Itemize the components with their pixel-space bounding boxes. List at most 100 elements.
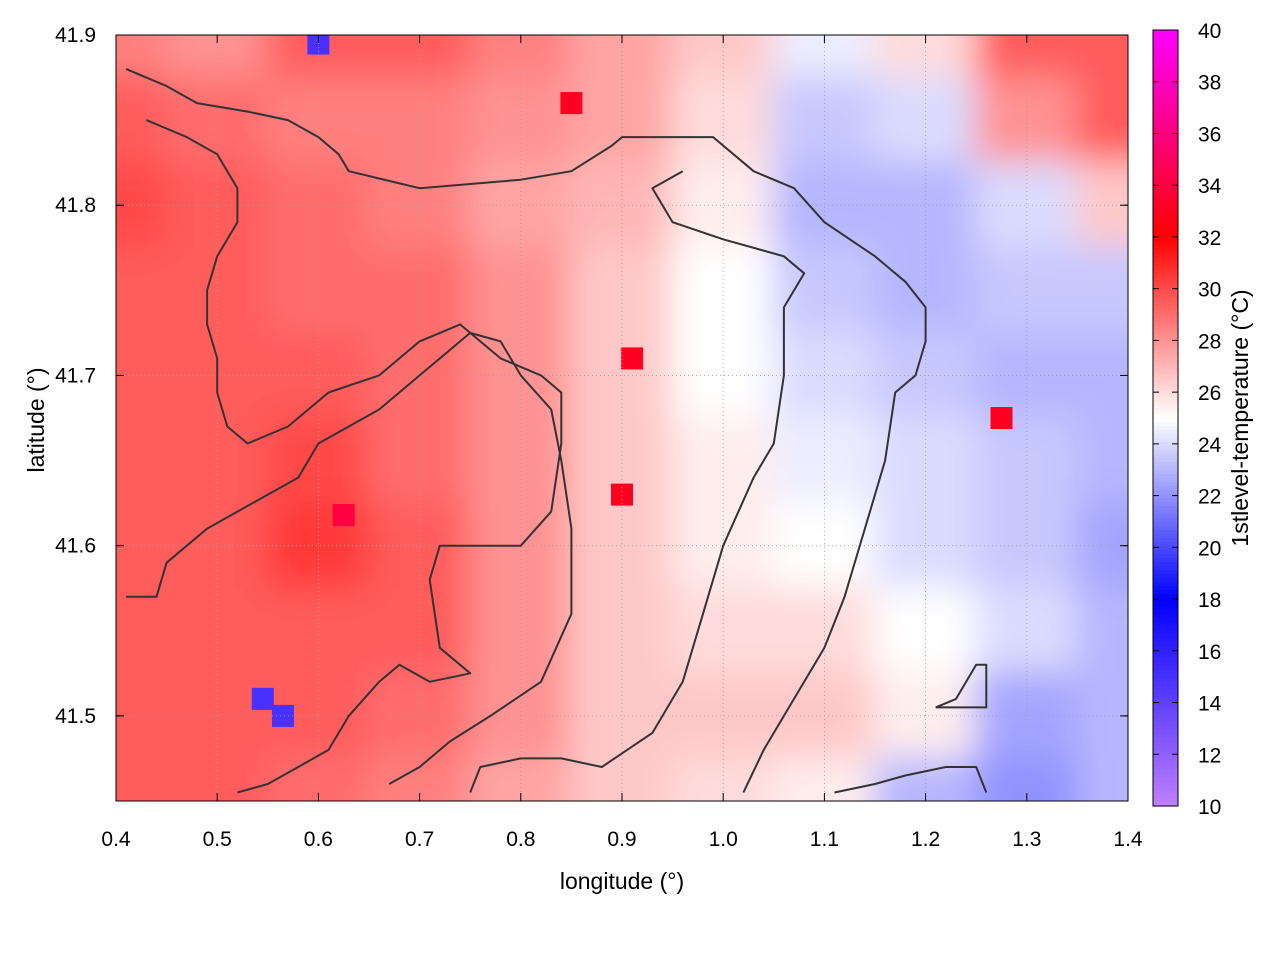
colorbar-segment [1153, 78, 1178, 83]
colorbar-segment [1153, 690, 1178, 695]
colorbar-segment [1153, 582, 1178, 587]
heatmap-cell [1076, 417, 1128, 505]
colorbar-segment [1153, 694, 1178, 699]
colorbar-segment [1153, 202, 1178, 207]
colorbar-label: 1stlevel-temperature (°C) [1227, 289, 1253, 546]
colorbar-segment [1153, 470, 1178, 475]
y-tick-label: 41.6 [55, 535, 96, 558]
heatmap-cell [671, 587, 775, 675]
colorbar-segment [1153, 478, 1178, 483]
heatmap-hotspot [990, 407, 1013, 429]
colorbar-segment [1153, 622, 1178, 627]
colorbar-tick-label: 34 [1198, 175, 1222, 198]
colorbar-segment [1153, 530, 1178, 535]
colorbar-segment [1153, 534, 1178, 539]
heatmap-cell [266, 587, 370, 675]
colorbar-segment [1153, 314, 1178, 319]
contour-line [126, 331, 573, 785]
colorbar-segment [1153, 194, 1178, 199]
colorbar-segment [1153, 118, 1178, 123]
colorbar-segment [1153, 270, 1178, 275]
heatmap-cell [1076, 35, 1128, 79]
colorbar-segment [1153, 298, 1178, 303]
colorbar-segment [1153, 514, 1178, 519]
heatmap-cell [165, 161, 269, 249]
colorbar-segment [1153, 126, 1178, 131]
colorbar-segment [1153, 402, 1178, 407]
colorbar-segment [1153, 634, 1178, 639]
colorbar-segment [1153, 706, 1178, 711]
colorbar-segment [1153, 762, 1178, 767]
colorbar-segment [1153, 254, 1178, 259]
colorbar-segment [1153, 34, 1178, 39]
heatmap-cell [165, 502, 269, 590]
colorbar-tick-label: 16 [1198, 641, 1221, 664]
y-axis-label: latitude (°) [23, 367, 49, 472]
colorbar-segment [1153, 782, 1178, 787]
colorbar-segment [1153, 506, 1178, 511]
heatmap-cell [116, 587, 168, 675]
colorbar-segment [1153, 218, 1178, 223]
colorbar-tick-label: 38 [1198, 72, 1221, 95]
colorbar-segment [1153, 338, 1178, 343]
colorbar-segment [1153, 290, 1178, 295]
colorbar-segment [1153, 102, 1178, 107]
colorbar-segment [1153, 62, 1178, 67]
colorbar-segment [1153, 358, 1178, 363]
colorbar-segment [1153, 682, 1178, 687]
colorbar-segment [1153, 786, 1178, 791]
colorbar-segment [1153, 750, 1178, 755]
colorbar-segment [1153, 570, 1178, 575]
x-tick-label: 0.4 [101, 828, 131, 851]
colorbar-segment [1153, 558, 1178, 563]
colorbar-segment [1153, 598, 1178, 603]
colorbar-segment [1153, 674, 1178, 679]
colorbar-tick-label: 32 [1198, 227, 1221, 250]
colorbar-segment [1153, 158, 1178, 163]
colorbar-segment [1153, 246, 1178, 251]
colorbar-segment [1153, 378, 1178, 383]
colorbar-segment [1153, 458, 1178, 463]
colorbar-segment [1153, 778, 1178, 783]
colorbar-segment [1153, 302, 1178, 307]
colorbar-segment [1153, 654, 1178, 659]
colorbar-segment [1153, 346, 1178, 351]
heatmap-cell [469, 587, 573, 675]
colorbar-segment [1153, 638, 1178, 643]
colorbar-segment [1153, 50, 1178, 55]
colorbar-segment [1153, 482, 1178, 487]
colorbar-segment [1153, 70, 1178, 75]
colorbar-segment [1153, 66, 1178, 71]
colorbar-segment [1153, 286, 1178, 291]
colorbar-segment [1153, 522, 1178, 527]
colorbar-segment [1153, 770, 1178, 775]
colorbar-tick-label: 18 [1198, 589, 1221, 612]
heatmap-cell [266, 76, 370, 164]
colorbar-segment [1153, 486, 1178, 491]
colorbar-segment [1153, 730, 1178, 735]
colorbar-segment [1153, 462, 1178, 467]
grid [116, 35, 1128, 801]
heatmap-cell [165, 587, 269, 675]
colorbar-segment [1153, 86, 1178, 91]
heatmap-cell [1076, 76, 1128, 164]
colorbar-segment [1153, 802, 1178, 807]
colorbar-tick-label: 22 [1198, 486, 1221, 509]
x-axis-label: longitude (°) [560, 868, 684, 894]
heatmap-cell [874, 76, 978, 164]
colorbar-segment [1153, 294, 1178, 299]
colorbar-segment [1153, 258, 1178, 263]
colorbar-segment [1153, 162, 1178, 167]
colorbar-segment [1153, 178, 1178, 183]
colorbar-segment [1153, 450, 1178, 455]
colorbar-segment [1153, 714, 1178, 719]
heatmap-cell [570, 76, 674, 164]
contour-line [146, 119, 563, 794]
colorbar-segment [1153, 726, 1178, 731]
colorbar-segment [1153, 370, 1178, 375]
colorbar-segment [1153, 318, 1178, 323]
colorbar-segment [1153, 306, 1178, 311]
heatmap-cell [116, 35, 168, 79]
x-tick-label: 1.2 [911, 828, 940, 851]
colorbar-segment [1153, 226, 1178, 231]
